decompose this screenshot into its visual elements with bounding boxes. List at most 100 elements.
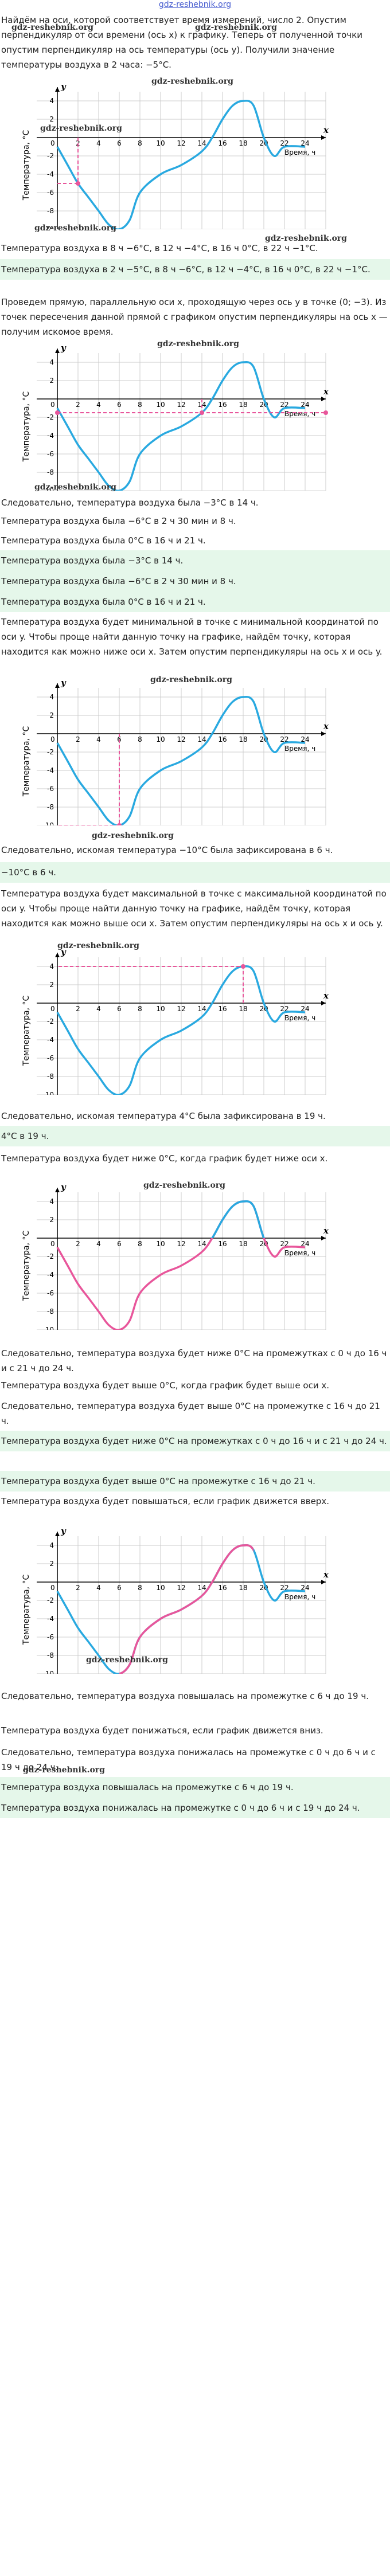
y-tick-label: 2 — [49, 711, 54, 719]
s5-after1: Следовательно, температура воздуха будет… — [1, 1348, 387, 1373]
s2-answer-3: Температура воздуха была 0°C в 16 ч и 21… — [0, 592, 390, 612]
x-tick-label: 24 — [301, 735, 309, 743]
x-tick-label: 14 — [197, 1005, 206, 1013]
origin-label: 0 — [50, 1005, 55, 1013]
y-tick-label: 4 — [49, 693, 54, 701]
y-axis-letter: y — [60, 678, 67, 688]
x-tick-label: 10 — [156, 1240, 165, 1248]
s6-answer-1: Температура воздуха повышалась на промеж… — [0, 1777, 390, 1798]
y-label: Температура, °C — [22, 392, 31, 463]
x-axis-letter: x — [323, 125, 329, 135]
watermark: gdz-reshebnik.org — [157, 339, 239, 349]
x-tick-label: 14 — [197, 1240, 206, 1248]
y-tick-label: 2 — [49, 377, 54, 385]
y-axis-letter: y — [60, 1182, 67, 1192]
x-axis-arrow — [321, 397, 326, 401]
watermark: gdz-reshebnik.org — [143, 1181, 225, 1190]
x-tick-label: 14 — [197, 735, 206, 743]
origin-label: 0 — [50, 735, 55, 743]
origin-label: 0 — [50, 401, 55, 409]
temperature-curve — [56, 361, 306, 491]
point-marker — [76, 181, 80, 186]
x-tick-label: 4 — [96, 401, 101, 409]
x-tick-label: 22 — [280, 735, 288, 743]
x-tick-label: 2 — [76, 1584, 80, 1592]
x-axis-arrow — [321, 1236, 326, 1240]
origin-label: 0 — [50, 1584, 55, 1592]
s1-text: Температура воздуха в 8 ч −6°C, в 12 ч −… — [1, 243, 318, 253]
y-tick-label: 4 — [49, 358, 54, 366]
x-axis-arrow — [321, 135, 326, 140]
y-tick-label: -8 — [47, 1651, 54, 1659]
x-tick-label: 2 — [76, 1005, 80, 1013]
s1-answer: Температура воздуха в 2 ч −5°C, в 8 ч −6… — [0, 259, 390, 280]
point-marker — [323, 410, 328, 415]
watermark: gdz-reshebnik.org — [151, 77, 233, 86]
intro-text: Найдём на оси, которой соответствует вре… — [1, 15, 362, 70]
x-tick-label: 14 — [197, 1584, 206, 1592]
x-tick-label: 16 — [218, 1005, 227, 1013]
x-tick-label: 10 — [156, 401, 165, 409]
x-tick-label: 24 — [301, 1005, 309, 1013]
x-axis-arrow — [321, 731, 326, 736]
y-tick-label: -8 — [47, 468, 54, 476]
y-axis-arrow — [55, 349, 60, 353]
temperature-curve-above — [210, 1200, 265, 1238]
y-tick-label: 2 — [49, 1216, 54, 1224]
x-tick-label: 2 — [76, 1240, 80, 1248]
x-axis-arrow — [321, 1001, 326, 1005]
s4-text: Температура воздуха будет максимальной в… — [1, 888, 387, 929]
graph-5: y x 0 2 4 6 8 10 12 14 16 18 20 22 24 -10 -8 -6 -4 -2 2 4 Врем… — [17, 1175, 379, 1330]
y-axis-letter: y — [60, 81, 67, 92]
x-tick-label: 24 — [301, 1584, 309, 1592]
y-axis-arrow — [55, 1532, 60, 1536]
s2-after3: Температура воздуха была 0°C в 16 ч и 21… — [1, 535, 206, 546]
s3-after: Следовательно, искомая температура −10°C… — [1, 845, 333, 855]
site-link[interactable]: gdz-reshebnik.org — [158, 0, 232, 9]
x-tick-label: 18 — [239, 1005, 247, 1013]
watermark: gdz-reshebnik.org — [34, 224, 116, 233]
y-tick-label: -6 — [47, 450, 54, 458]
chart-svg: yx0 2 4 6 8 10 12 14 16 18 20 22 24-10-8-6-4-224Врем… — [22, 678, 329, 825]
s6-after1: Следовательно, температура воздуха повыш… — [1, 1691, 369, 1701]
x-axis-letter: x — [323, 721, 329, 731]
x-tick-label: 10 — [156, 1005, 165, 1013]
s4-after: Следовательно, искомая температура 4°C б… — [1, 1111, 326, 1121]
s6-answer-2: Температура воздуха понижалась на промеж… — [0, 1798, 390, 1818]
origin-label: 0 — [50, 1240, 55, 1248]
s6-after3: Следовательно, температура воздуха пониж… — [1, 1747, 376, 1772]
x-tick-label: 10 — [156, 735, 165, 743]
y-axis-arrow — [55, 953, 60, 957]
x-tick-label: 16 — [218, 1584, 227, 1592]
x-tick-label: 22 — [280, 1584, 288, 1592]
watermark: gdz-reshebnik.org — [40, 124, 122, 133]
origin-label: 0 — [50, 139, 55, 147]
y-tick-label: -4 — [47, 170, 54, 178]
s2-text: Проведем прямую, параллельную оси x, про… — [1, 297, 388, 337]
chart-svg: yx0 2 4 6 8 10 12 14 16 18 20 22 24-10-8-6-4-224Врем… — [22, 343, 329, 491]
graph-3: y x 0 2 4 6 8 10 12 14 16 18 20 22 24 -10 -8 -6 -4 -2 2 4 Врем… — [17, 671, 379, 825]
y-tick-label: 4 — [49, 1541, 54, 1549]
x-tick-label: 12 — [177, 1584, 185, 1592]
x-label: Время, ч — [284, 1249, 315, 1257]
x-tick-label: 4 — [96, 1005, 101, 1013]
x-tick-label: 16 — [218, 735, 227, 743]
x-axis-arrow — [321, 1580, 326, 1584]
y-tick-label: 2 — [49, 1560, 54, 1568]
y-tick-label: -2 — [47, 152, 54, 160]
graph-1: y x 0 2 4 6 8 10 12 14 16 18 20 22 24 -10 -8 -6 -4 -2 2 4 Врем… — [17, 75, 379, 229]
y-tick-label: 4 — [49, 97, 54, 105]
x-tick-label: 4 — [96, 735, 101, 743]
watermark: gdz-reshebnik.org — [150, 675, 232, 684]
watermark: gdz-reshebnik.org — [34, 483, 116, 492]
y-tick-label: -4 — [47, 766, 54, 774]
s2-after2: Температура воздуха была −6°C в 2 ч 30 м… — [1, 516, 236, 526]
x-tick-label: 8 — [138, 735, 142, 743]
x-label: Время, ч — [284, 1014, 315, 1022]
y-tick-label: -6 — [47, 785, 54, 793]
x-tick-label: 16 — [218, 139, 227, 147]
y-tick-label: -2 — [47, 1017, 54, 1025]
watermark: gdz-reshebnik.org — [23, 1765, 105, 1775]
y-axis-arrow — [55, 87, 60, 92]
y-tick-label: -10 — [42, 1091, 54, 1095]
